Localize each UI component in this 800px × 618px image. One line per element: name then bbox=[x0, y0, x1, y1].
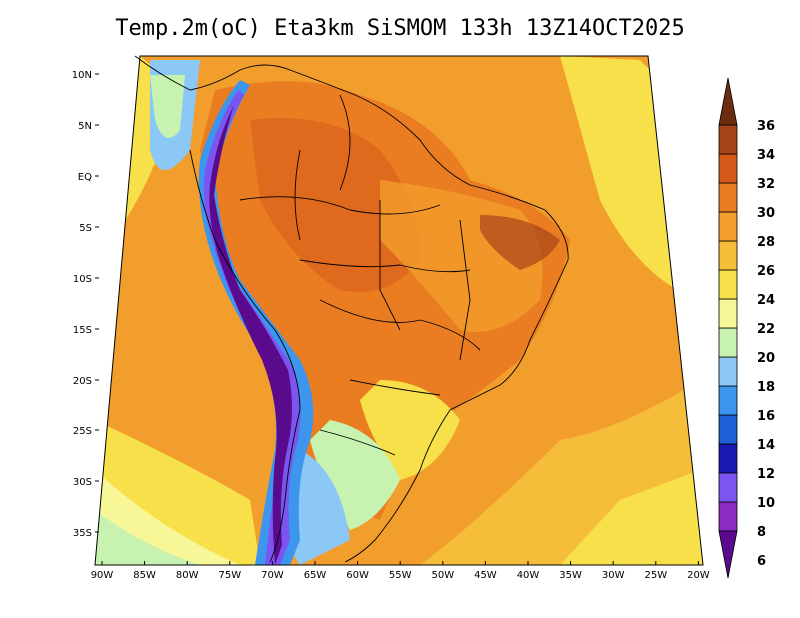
colorbar-swatch bbox=[718, 501, 738, 532]
lon-tick-label: 45W bbox=[474, 570, 497, 581]
colorbar-label: 30 bbox=[757, 206, 775, 221]
colorbar-swatch bbox=[718, 211, 738, 242]
colorbar-label: 34 bbox=[757, 148, 775, 163]
colorbar-swatch bbox=[718, 414, 738, 445]
lon-tick-label: 35W bbox=[559, 570, 582, 581]
lon-tick-label: 30W bbox=[602, 570, 625, 581]
lat-tick-label: 5S bbox=[79, 223, 92, 234]
lat-tick-label: 20S bbox=[73, 376, 92, 387]
colorbar-label: 6 bbox=[757, 554, 766, 569]
lat-tick-label: 35S bbox=[73, 528, 92, 539]
lon-tick-label: 40W bbox=[517, 570, 540, 581]
longitude-axis: 90W 85W 80W 75W 70W 65W 60W 55W 50W 45W 40W 35W 30W 2… bbox=[91, 561, 710, 581]
colorbar-swatch bbox=[718, 327, 738, 358]
colorbar-swatch bbox=[718, 385, 738, 416]
colorbar: 6 8 10 12 14 16 18 20 22 24 26 28 30 32 34 36 bbox=[718, 77, 775, 579]
colorbar-label: 26 bbox=[757, 264, 775, 279]
lat-tick-label: 10S bbox=[73, 274, 92, 285]
colorbar-label: 24 bbox=[757, 293, 775, 308]
lon-tick-label: 50W bbox=[431, 570, 454, 581]
colorbar-swatch bbox=[718, 269, 738, 300]
colorbar-swatch bbox=[718, 356, 738, 387]
colorbar-label: 36 bbox=[757, 119, 775, 134]
coastlines bbox=[134, 55, 569, 563]
lat-tick-label: 15S bbox=[73, 325, 92, 336]
lon-tick-label: 25W bbox=[644, 570, 667, 581]
colorbar-label: 32 bbox=[757, 177, 775, 192]
colorbar-label: 8 bbox=[757, 525, 766, 540]
lon-tick-label: 60W bbox=[346, 570, 369, 581]
colorbar-label: 22 bbox=[757, 322, 775, 337]
lon-tick-label: 55W bbox=[389, 570, 412, 581]
colorbar-swatch bbox=[718, 530, 738, 579]
colorbar-swatch bbox=[718, 298, 738, 329]
colorbar-label: 18 bbox=[757, 380, 775, 395]
colorbar-label: 28 bbox=[757, 235, 775, 250]
lon-tick-label: 85W bbox=[133, 570, 156, 581]
colorbar-label: 16 bbox=[757, 409, 775, 424]
map-frame bbox=[94, 55, 704, 566]
colorbar-swatch bbox=[718, 443, 738, 474]
lon-tick-label: 75W bbox=[218, 570, 241, 581]
colorbar-swatch bbox=[718, 124, 738, 155]
colorbar-swatch bbox=[718, 472, 738, 503]
latitude-axis: 10N 5N EQ 5S 10S 15S 20S 25S 30S 35S bbox=[72, 70, 99, 539]
lon-tick-label: 70W bbox=[261, 570, 284, 581]
colorbar-label: 12 bbox=[757, 467, 775, 482]
colorbar-swatch bbox=[718, 77, 738, 126]
lat-tick-label: 10N bbox=[72, 70, 92, 81]
colorbar-label: 14 bbox=[757, 438, 775, 453]
lon-tick-label: 20W bbox=[687, 570, 710, 581]
temperature-field bbox=[95, 56, 703, 565]
colorbar-swatch bbox=[718, 182, 738, 213]
colorbar-label: 20 bbox=[757, 351, 775, 366]
lon-tick-label: 65W bbox=[304, 570, 327, 581]
lat-tick-label: 25S bbox=[73, 426, 92, 437]
lat-tick-label: EQ bbox=[78, 172, 92, 183]
colorbar-label: 10 bbox=[757, 496, 775, 511]
lat-tick-label: 5N bbox=[78, 121, 92, 132]
lon-tick-label: 80W bbox=[176, 570, 199, 581]
lon-tick-label: 90W bbox=[91, 570, 114, 581]
colorbar-swatch bbox=[718, 240, 738, 271]
colorbar-swatch bbox=[718, 153, 738, 184]
lat-tick-label: 30S bbox=[73, 477, 92, 488]
map-title: Temp.2m(oC) Eta3km SiSMOM 133h 13Z14OCT2… bbox=[115, 16, 685, 41]
